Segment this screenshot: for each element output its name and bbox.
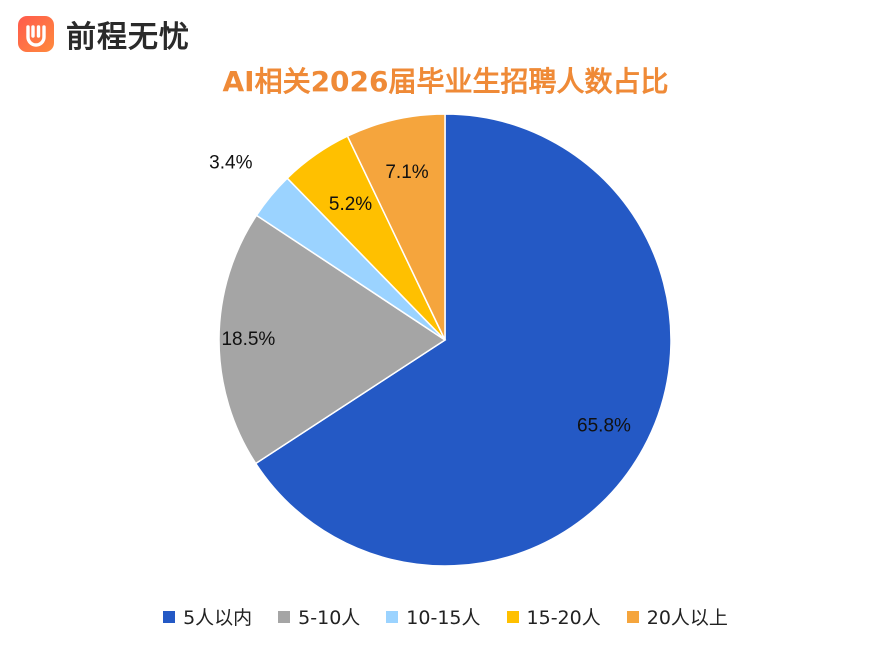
legend-label-5: 20人以上 <box>646 607 728 629</box>
legend-label-3: 10-15人 <box>406 607 481 629</box>
legend-item-3: 10-15人 <box>386 603 481 630</box>
slice-data-label-2: 18.5% <box>221 329 275 350</box>
legend-swatch-4 <box>506 610 519 623</box>
legend-swatch-5 <box>626 610 639 623</box>
slice-data-label-3: 3.4% <box>209 152 252 173</box>
pie-slice-2 <box>218 214 447 465</box>
legend-label-1: 5人以内 <box>183 607 253 629</box>
hand-heart-logo-icon <box>18 16 54 52</box>
legend-swatch-3 <box>386 610 399 623</box>
legend-label-4: 15-20人 <box>526 607 601 629</box>
brand-name: 前程无忧 <box>66 20 190 55</box>
legend-item-4: 15-20人 <box>506 603 601 630</box>
brand-header: 前程无忧 <box>18 12 190 56</box>
pie-slice-1 <box>254 113 672 567</box>
legend-item-2: 5-10人 <box>278 603 360 630</box>
slice-data-label-5: 7.1% <box>385 162 428 183</box>
legend-swatch-1 <box>163 610 176 623</box>
legend-swatch-2 <box>278 610 291 623</box>
chart-legend: 5人以内 5-10人 10-15人 15-20人 20人以上 <box>0 603 891 630</box>
legend-label-2: 5-10人 <box>298 607 361 629</box>
slice-data-label-1: 65.8% <box>577 416 631 437</box>
legend-item-1: 5人以内 <box>163 603 252 630</box>
chart-title: AI相关2026届毕业生招聘人数占比 <box>222 65 669 98</box>
legend-item-5: 20人以上 <box>626 603 728 630</box>
pie-chart: 65.8% 18.5% 3.4% 5.2% 7.1% <box>209 113 672 567</box>
slice-data-label-4: 5.2% <box>329 194 372 215</box>
pie-slice-5 <box>346 113 446 341</box>
